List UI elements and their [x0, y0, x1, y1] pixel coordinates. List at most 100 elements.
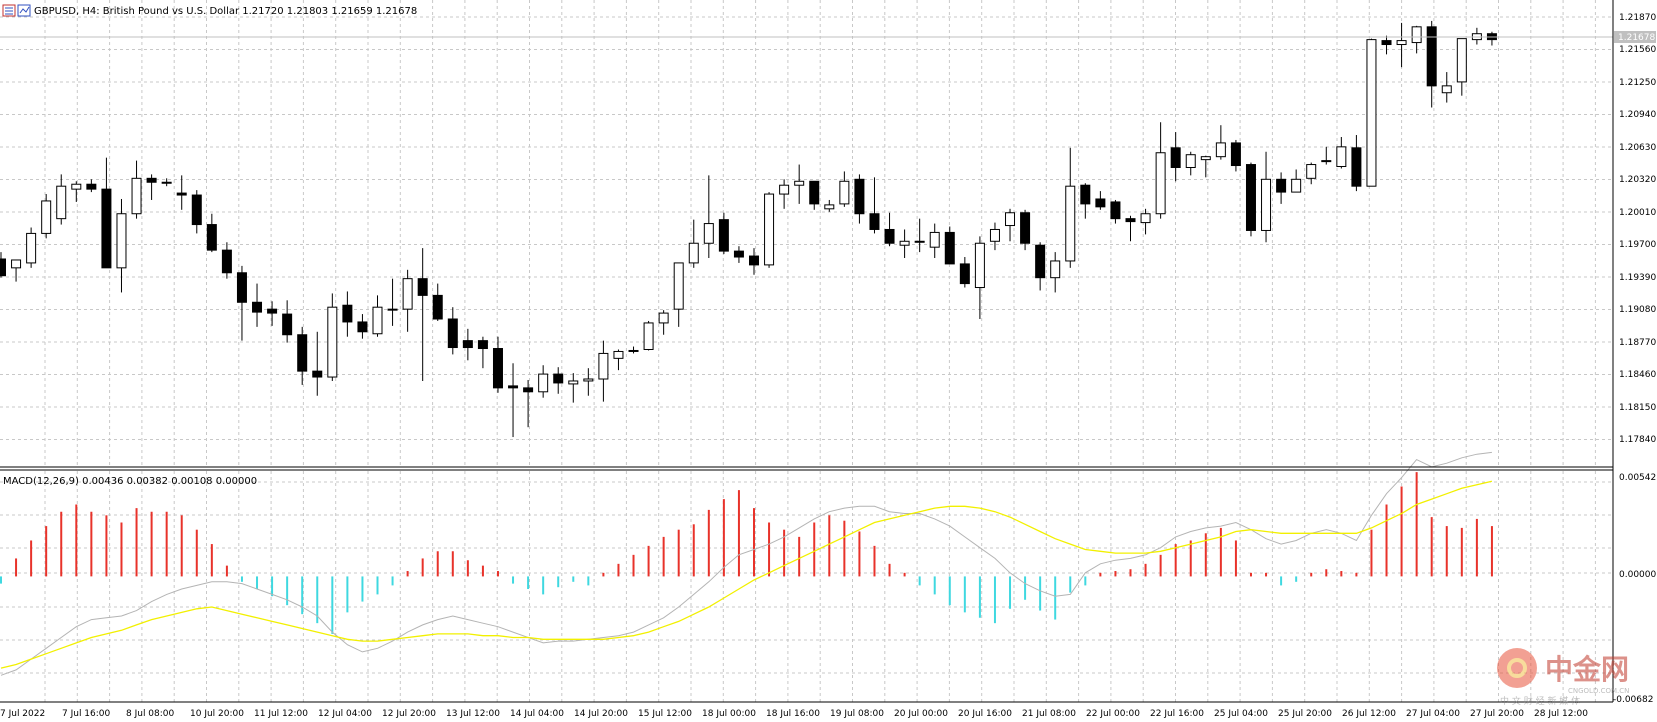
candle-body [643, 322, 654, 350]
time-label: 26 Jul 12:00 [1342, 709, 1396, 719]
candle-body [794, 180, 805, 186]
candle-body [1170, 147, 1181, 168]
candle-body [1411, 26, 1422, 44]
candle-body [733, 250, 744, 258]
candle-body [869, 213, 880, 230]
candle-body [1080, 184, 1091, 205]
time-label: 27 Jul 04:00 [1406, 709, 1460, 719]
candle-body [1245, 164, 1256, 231]
time-label: 19 Jul 08:00 [830, 709, 884, 719]
candle-body [1276, 178, 1287, 193]
bear-candle [252, 283, 263, 327]
bull-candle [929, 223, 940, 259]
candle-body [1155, 152, 1166, 215]
candle-body [583, 378, 594, 382]
bear-candle [1426, 20, 1437, 108]
current-price-label: 1.21678 [1618, 33, 1655, 43]
candle-body [462, 340, 473, 349]
candle-body [1095, 198, 1106, 208]
macd-histogram [0, 472, 1493, 634]
bull-candle [1441, 72, 1452, 103]
bull-candle [974, 236, 985, 319]
candle-body [267, 308, 278, 314]
bear-candle [1276, 172, 1287, 204]
bear-candle [508, 363, 519, 438]
bull-candle [839, 171, 850, 207]
chart-header: GBPUSD, H4: British Pound vs U.S. Dollar… [2, 4, 417, 487]
candle-body [1351, 147, 1362, 187]
candle-body [282, 313, 293, 336]
time-label: 12 Jul 04:00 [318, 709, 372, 719]
candle-body [703, 223, 714, 244]
bear-candle [101, 157, 112, 269]
bull-candle [1366, 38, 1377, 187]
macd-tick: -0.00682 [1613, 695, 1653, 705]
bear-candle [1245, 162, 1256, 237]
candle-body [1381, 40, 1392, 46]
bear-candle [206, 213, 217, 253]
bear-candle [1230, 139, 1241, 172]
candle-body [764, 193, 775, 266]
bull-candle [764, 192, 775, 268]
time-label: 22 Jul 00:00 [1086, 709, 1140, 719]
candle-body [1426, 26, 1437, 87]
candle-body [989, 228, 1000, 242]
candle-body [523, 387, 534, 393]
price-tick: 1.20010 [1619, 208, 1656, 218]
time-label: 15 Jul 12:00 [638, 709, 692, 719]
watermark-logo-ring [1507, 658, 1527, 678]
candle-body [417, 278, 428, 296]
bear-candle [221, 242, 232, 279]
time-label: 20 Jul 00:00 [894, 709, 948, 719]
bear-candle [477, 336, 488, 369]
candle-body [26, 232, 37, 264]
candle-body [658, 312, 669, 324]
bull-candle [116, 198, 127, 293]
current-price-tag-bg [1614, 31, 1656, 43]
current-price-tag: 1.21678 [1614, 31, 1656, 43]
candle-body [1215, 142, 1226, 158]
chart-type-icon[interactable] [17, 4, 31, 17]
bull-candle [583, 368, 594, 396]
bear-candle [809, 180, 820, 210]
bear-candle [1035, 242, 1046, 291]
candle-body [959, 263, 970, 285]
time-label: 21 Jul 08:00 [1022, 709, 1076, 719]
candle-body [718, 219, 729, 252]
candle-body [1065, 185, 1076, 262]
bear-candle [1170, 132, 1181, 182]
bear-candle [869, 177, 880, 234]
price-axis[interactable]: 1.21870 1.21560 1.21250 1.20940 1.20630 … [1619, 13, 1656, 445]
price-tick: 1.20320 [1619, 175, 1656, 185]
price-tick: 1.20940 [1619, 110, 1656, 120]
price-tick: 1.20630 [1619, 143, 1656, 153]
bear-candle [447, 307, 458, 355]
bull-candle [1306, 162, 1317, 185]
watermark-logo-icon [1497, 648, 1537, 688]
candle-body [1110, 201, 1121, 220]
candle-body [1140, 213, 1151, 224]
bear-candle [492, 336, 503, 393]
chart-window-icon[interactable] [2, 4, 16, 17]
candle-body [387, 308, 398, 311]
candle-body [1020, 212, 1031, 244]
bear-candle [959, 257, 970, 288]
candle-body [221, 249, 232, 274]
candle-body [191, 194, 202, 226]
bull-candle [673, 262, 684, 327]
time-axis[interactable]: 7 Jul 2022 7 Jul 16:00 8 Jul 08:00 10 Ju… [0, 709, 1588, 719]
bear-candle [176, 175, 187, 210]
candle-body [824, 204, 835, 210]
price-tick: 1.18770 [1619, 338, 1656, 348]
candle-body [1366, 39, 1377, 187]
bull-candle [1411, 25, 1422, 54]
candle-body [176, 192, 187, 196]
candle-body [839, 180, 850, 205]
candle-body [1396, 40, 1407, 46]
candle-body [673, 262, 684, 310]
time-label: 25 Jul 04:00 [1214, 709, 1268, 719]
time-label: 18 Jul 16:00 [766, 709, 820, 719]
macd-tick: 0.00000 [1619, 570, 1656, 580]
macd-axis[interactable]: 0.00542 0.00000 -0.00682 [1613, 473, 1656, 705]
